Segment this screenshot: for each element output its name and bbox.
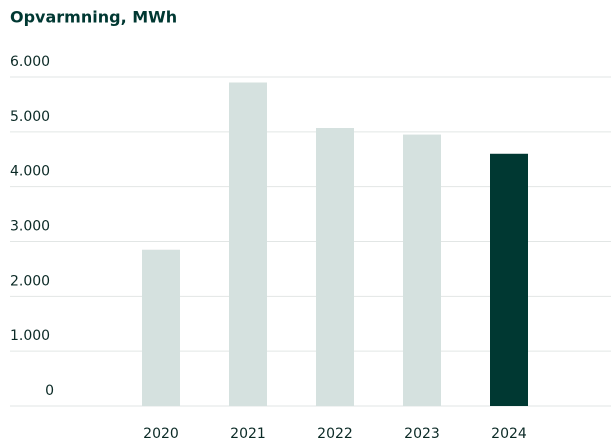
bar [229, 82, 267, 406]
y-tick-label: 0 [45, 383, 54, 399]
x-tick-label: 2020 [143, 426, 179, 442]
x-tick-label: 2022 [317, 426, 353, 442]
y-tick-label: 1.000 [10, 328, 50, 344]
bar [403, 134, 441, 406]
y-tick-label: 4.000 [10, 164, 50, 180]
y-tick-label: 6.000 [10, 54, 50, 70]
x-tick-label: 2024 [491, 426, 527, 442]
bar [142, 249, 180, 406]
x-tick-label: 2021 [230, 426, 266, 442]
x-tick-label: 2023 [404, 426, 440, 442]
bar [490, 153, 528, 406]
y-tick-label: 2.000 [10, 273, 50, 289]
y-tick-label: 5.000 [10, 109, 50, 125]
bar [316, 127, 354, 407]
y-tick-label: 3.000 [10, 219, 50, 235]
chart-title: Opvarmning, MWh [10, 8, 177, 27]
